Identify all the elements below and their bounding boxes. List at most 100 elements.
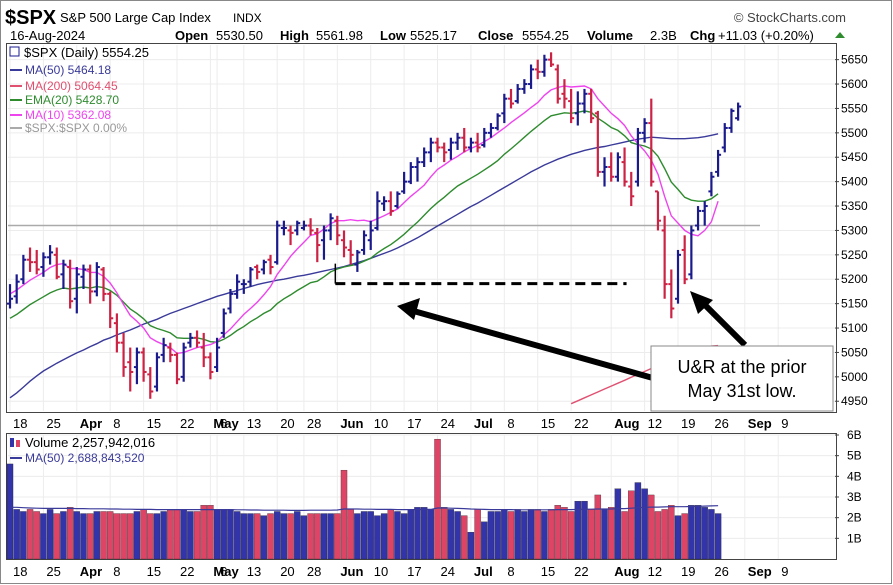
x-tick-label: 8 [507,416,514,431]
ohlc-bar [581,88,588,114]
volume-tick-label: 6B [847,428,862,442]
price-tick-label: 5350 [841,199,868,213]
volume-bar [494,511,501,560]
x-tick-label: 9 [781,416,788,431]
ohlc-bar [27,247,34,272]
ohlc-bar [675,249,681,304]
volume-legend: Volume 2,257,942,016 MA(50) 2,688,843,52… [10,435,155,465]
price-tick-label: 5650 [841,53,868,67]
annotation: U&R at the prior May 31st low. [397,291,834,412]
x-tick-label: Apr [80,416,102,431]
volume-bar [714,513,722,560]
ohlc-bar [641,118,648,143]
price-tick-label: 5100 [841,321,868,335]
x-tick-label: Jul [474,416,493,431]
ohlc-bar [715,149,722,177]
ohlc-bar [548,52,555,67]
ohlc-bar [367,220,374,250]
volume-bar [661,509,668,560]
volume-bar [307,513,314,560]
x-tick-label: 25 [46,416,60,431]
ohlc-bar [160,337,167,363]
x-tick-label: 12 [648,416,662,431]
x-tick-label: 24 [441,564,455,579]
ohlc-bar [73,267,80,314]
ohlc-bar [314,228,321,263]
legend-volume: Volume 2,257,942,016 [25,435,155,450]
x-tick-label: 8 [113,564,120,579]
ohlc-bar [588,88,595,124]
volume-bar [46,509,54,560]
volume-legend-icon [10,438,14,447]
ohlc-bar [434,137,441,153]
volume-bar [507,511,515,560]
price-legend: $SPX (Daily) 5554.25 MA(50) 5464.18 MA(2… [9,45,149,135]
volume-bar [187,511,194,560]
ohlc-bar [214,337,221,372]
volume-bar [454,511,461,560]
ohlc-bar [280,220,287,236]
volume-bars [6,438,722,560]
ohlc-bar [441,142,448,163]
volume-bar [534,509,541,560]
x-tick-label: Aug [614,416,639,431]
volume-bar [561,507,568,560]
ohlc-bar [614,152,621,182]
series-line-ema20 [9,110,719,343]
ohlc-bar [227,289,234,314]
ohlc-bar [100,267,107,302]
ohlc-bar [113,313,120,353]
volume-bar [681,513,688,560]
x-tick-label: 13 [247,416,261,431]
price-tick-label: 4950 [841,394,868,408]
ohlc-bar [528,64,535,89]
x-tick-label: 25 [46,564,60,579]
volume-bar [40,513,47,560]
volume-bar [294,511,301,560]
volume-bar [708,509,715,560]
volume-tick-label: 4B [847,469,862,483]
volume-bar [180,509,187,560]
volume-bar [207,505,214,560]
volume-bar [587,509,595,560]
ohlc-bar [207,352,214,380]
ohlc-bar [708,171,715,197]
ohlc-bar [47,245,54,265]
price-tick-label: 5500 [841,126,868,140]
legend-vol-ma50: MA(50) 2,688,843,520 [25,451,145,465]
ohlc-bar [681,235,688,285]
ohlc-bar [320,225,327,260]
x-tick-label: Sep [748,564,772,579]
legend-ma10: MA(10) 5362.08 [25,108,111,122]
ohlc-bar [421,147,428,167]
volume-bar [380,513,388,560]
annotation-arrow-left [409,307,661,383]
ohlc-bar [53,247,60,280]
volume-bar [127,513,134,560]
volume-bar [93,511,101,560]
ohlc-bar [20,254,27,285]
volume-bar [487,511,495,560]
legend-ma50: MA(50) 5464.18 [25,63,111,77]
x-tick-label: 28 [307,564,321,579]
volume-bar [574,500,581,560]
volume-bar [567,511,575,560]
volume-bar [354,513,361,560]
ohlc-bar [501,93,508,124]
volume-bar [514,509,521,560]
price-tick-label: 5550 [841,101,868,115]
ohlc-bar [361,230,368,255]
x-tick-label: 20 [280,564,294,579]
x-tick-label: 22 [574,564,588,579]
volume-bar [420,507,428,560]
volume-axis: 1B 2B 3B 4B 5B 6B [835,428,862,545]
annotation-arrow-right [697,297,748,348]
ohlc-bar [187,332,194,348]
x-tick-label: Apr [80,564,102,579]
ohlc-bar [467,137,474,153]
ohlc-bar [67,259,74,309]
ohlc-bar [648,98,655,187]
volume-bar [213,509,221,560]
x-tick-label: Jun [340,416,363,431]
